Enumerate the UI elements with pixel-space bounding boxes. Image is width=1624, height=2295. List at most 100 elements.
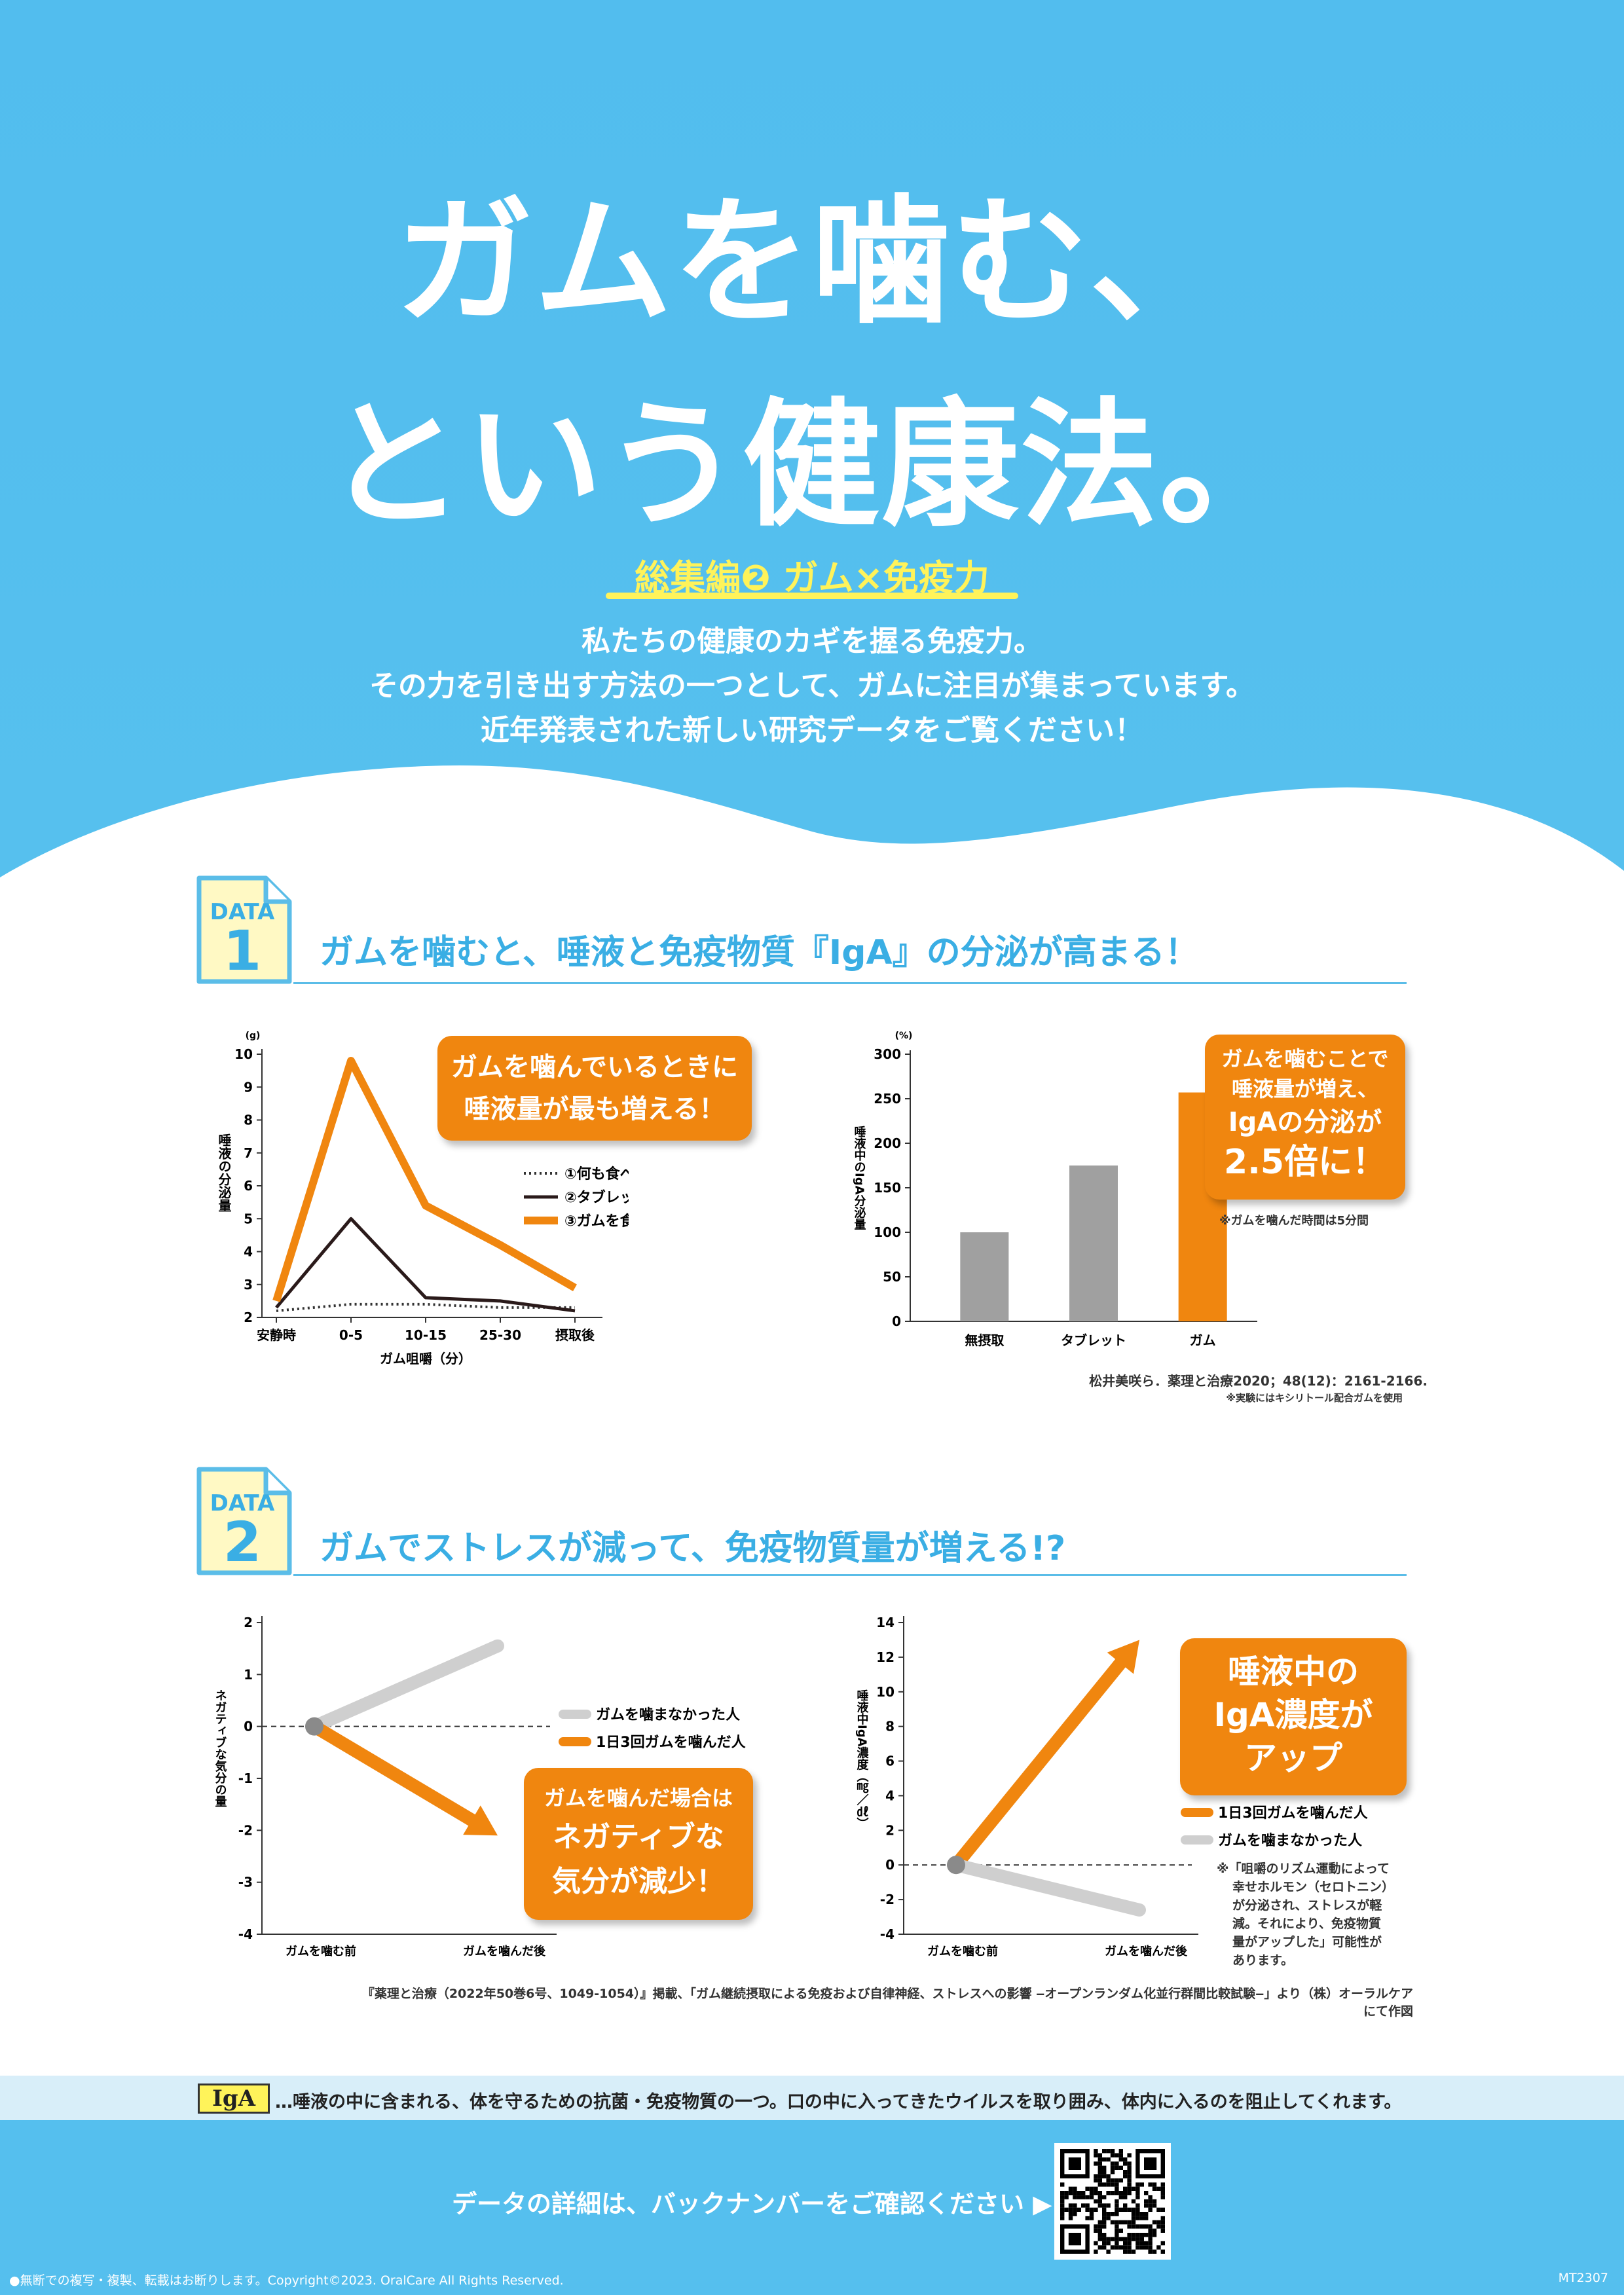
qr-module xyxy=(1060,2203,1065,2208)
qr-module xyxy=(1110,2182,1115,2187)
qr-module xyxy=(1144,2216,1149,2220)
y-tick-label: 0 xyxy=(244,1719,253,1735)
qr-module xyxy=(1094,2174,1098,2178)
qr-module xyxy=(1139,2224,1144,2229)
qr-module xyxy=(1118,2149,1123,2154)
qr-module xyxy=(1089,2186,1094,2191)
y-tick-label: 4 xyxy=(885,1788,895,1803)
data1-rule xyxy=(293,982,1407,984)
qr-module xyxy=(1152,2203,1157,2208)
origin-point xyxy=(947,1856,965,1875)
qr-module xyxy=(1118,2153,1123,2157)
qr-module xyxy=(1094,2207,1098,2212)
qr-module xyxy=(1160,2191,1165,2195)
y-axis-label: 唾液中IgA濃度（㎎／㎗） xyxy=(855,1689,869,1829)
y-tick-label: 2 xyxy=(885,1822,895,1838)
qr-module xyxy=(1118,2191,1123,2195)
qr-module xyxy=(1102,2195,1107,2199)
bar-2 xyxy=(1069,1166,1118,1321)
qr-module xyxy=(1110,2170,1115,2175)
y-tick-label: 14 xyxy=(876,1615,895,1630)
qr-module xyxy=(1073,2186,1077,2191)
qr-module xyxy=(1131,2199,1136,2204)
data1-citation: 松井美咲ら．薬理と治療2020；48(12)：2161-2166. xyxy=(1089,1373,1428,1389)
qr-module xyxy=(1135,2212,1140,2216)
qr-module xyxy=(1123,2207,1128,2212)
qr-module xyxy=(1089,2216,1094,2220)
data2-note: ※「咀嚼のリズム運動によって 幸せホルモン（セロトニン） が分泌され、ストレスが… xyxy=(1217,1860,1394,1970)
page-title-line2: という健康法。 xyxy=(325,385,1298,545)
series-line-1 xyxy=(308,1639,504,1733)
x-tick-label: 摂取後 xyxy=(555,1327,595,1343)
qr-module xyxy=(1115,2186,1119,2191)
qr-module xyxy=(1068,2216,1073,2220)
y-tick-label: 8 xyxy=(885,1719,895,1735)
qr-module xyxy=(1127,2153,1132,2157)
qr-module xyxy=(1144,2241,1149,2246)
qr-module xyxy=(1118,2195,1123,2199)
qr-module xyxy=(1073,2191,1077,2195)
data1-badge-label: DATA xyxy=(210,899,275,925)
data2-callout-right-line3: アップ xyxy=(1244,1739,1342,1777)
qr-module xyxy=(1106,2191,1111,2195)
subtitle: 総集編❷ ガム×免疫力 xyxy=(635,557,989,598)
x-tick-label: 25-30 xyxy=(479,1327,521,1343)
qr-module xyxy=(1094,2241,1098,2246)
series-arrowhead-2 xyxy=(463,1805,498,1836)
qr-module xyxy=(1127,2237,1132,2241)
qr-module xyxy=(1098,2245,1102,2250)
qr-module xyxy=(1160,2241,1165,2246)
qr-module xyxy=(1089,2207,1094,2212)
y-tick-label: 3 xyxy=(244,1277,253,1293)
qr-module xyxy=(1077,2207,1081,2212)
y-tick-label: 6 xyxy=(885,1753,895,1769)
qr-module xyxy=(1135,2195,1140,2199)
qr-module xyxy=(1135,2207,1140,2212)
qr-module xyxy=(1081,2203,1086,2208)
qr-code[interactable] xyxy=(1054,2143,1171,2260)
qr-module xyxy=(1085,2186,1090,2191)
qr-module xyxy=(1148,2237,1153,2241)
y-tick-label: 5 xyxy=(244,1211,253,1226)
qr-module xyxy=(1123,2186,1128,2191)
qr-module xyxy=(1115,2178,1119,2183)
y-axis-label: 唾液中のIgA分泌量 xyxy=(853,1126,866,1230)
qr-module xyxy=(1089,2212,1094,2216)
qr-module xyxy=(1123,2161,1128,2166)
data1-callout-right-line4: 2.5倍に！ xyxy=(1223,1143,1387,1182)
qr-module xyxy=(1098,2157,1102,2162)
y-tick-label: 100 xyxy=(874,1224,901,1240)
qr-module xyxy=(1068,2203,1073,2208)
qr-module xyxy=(1148,2207,1153,2212)
qr-module xyxy=(1098,2174,1102,2178)
page-title-line1: ガムを噛む、 xyxy=(395,182,1228,342)
data2-heading: ガムでストレスが減って、免疫物質量が増える!? xyxy=(320,1529,1066,1568)
qr-module xyxy=(1139,2212,1144,2216)
data1-note: ※ガムを噛んだ時間は5分間 xyxy=(1219,1214,1369,1228)
qr-module xyxy=(1115,2161,1119,2166)
y-tick-label: 0 xyxy=(885,1857,895,1873)
qr-module xyxy=(1160,2182,1165,2187)
qr-module xyxy=(1115,2182,1119,2187)
qr-module xyxy=(1098,2233,1102,2237)
qr-module xyxy=(1077,2195,1081,2199)
qr-module xyxy=(1127,2224,1132,2229)
qr-module xyxy=(1102,2237,1107,2241)
qr-module xyxy=(1094,2149,1098,2154)
x-tick-label: 0-5 xyxy=(339,1327,363,1343)
qr-module xyxy=(1131,2237,1136,2241)
qr-module xyxy=(1127,2170,1132,2175)
qr-module xyxy=(1131,2220,1136,2225)
qr-module xyxy=(1156,2245,1161,2250)
x-tick-label: ガムを噛む前 xyxy=(286,1944,356,1958)
qr-module xyxy=(1118,2220,1123,2225)
subtitle-underline xyxy=(606,593,1018,599)
qr-module xyxy=(1115,2224,1119,2229)
y-tick-label: 8 xyxy=(244,1112,253,1128)
qr-module xyxy=(1098,2178,1102,2183)
footer-cta[interactable]: データの詳細は、バックナンバーをご確認ください ▶ xyxy=(452,2190,1052,2218)
qr-module xyxy=(1115,2165,1119,2170)
data1-callout-left-line2: 唾液量が最も増える！ xyxy=(464,1094,726,1124)
qr-module xyxy=(1152,2233,1157,2237)
qr-module xyxy=(1131,2224,1136,2229)
